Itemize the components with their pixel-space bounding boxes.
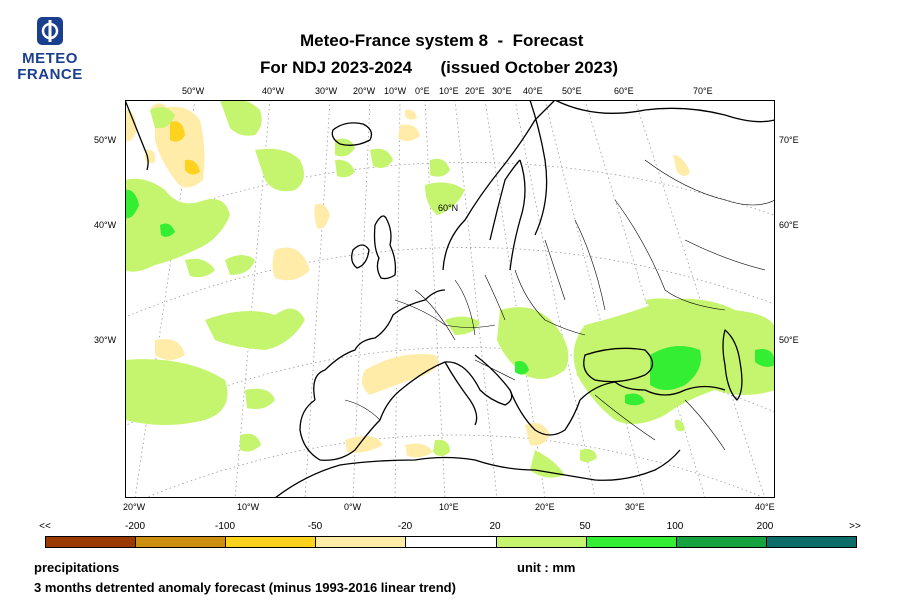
latitude-label-60n: 60°N bbox=[438, 203, 459, 213]
colorbar bbox=[45, 536, 857, 548]
bottom-label-20e: 20°E bbox=[535, 502, 555, 512]
colorbar-segment-5 bbox=[496, 537, 587, 547]
top-label-30w: 30°W bbox=[315, 86, 338, 96]
colorbar-tick-3: -50 bbox=[307, 521, 323, 532]
top-label-30e: 30°E bbox=[492, 86, 512, 96]
top-label-40e: 40°E bbox=[523, 86, 543, 96]
map-canvas bbox=[125, 100, 775, 498]
colorbar-segment-1 bbox=[136, 537, 227, 547]
chart-title: Meteo-France system 8 - Forecast bbox=[300, 31, 584, 50]
bottom-label-40e: 40°E bbox=[755, 502, 775, 512]
variable-label: precipitations bbox=[34, 560, 120, 575]
meteo-france-emblem-icon bbox=[37, 17, 63, 45]
left-label-40w: 40°W bbox=[94, 220, 117, 230]
right-label-50e: 50°E bbox=[779, 335, 799, 345]
country-borders bbox=[344, 159, 775, 451]
chart-subtitle: For NDJ 2023-2024 (issued October 2023) bbox=[260, 58, 619, 77]
colorbar-segment-2 bbox=[226, 537, 317, 547]
top-label-20e: 20°E bbox=[465, 86, 485, 96]
top-label-50e: 50°E bbox=[562, 86, 582, 96]
colorbar-tick-6: 50 bbox=[579, 521, 591, 532]
bottom-label-20w: 20°W bbox=[123, 502, 146, 512]
negative-anomaly-areas bbox=[125, 103, 690, 458]
colorbar-segment-0 bbox=[46, 537, 137, 547]
colorbar-segment-6 bbox=[586, 537, 677, 547]
top-label-10w: 10°W bbox=[384, 86, 407, 96]
left-label-30w: 30°W bbox=[94, 335, 117, 345]
top-label-0e: 0°E bbox=[415, 86, 430, 96]
colorbar-tick-5: 20 bbox=[489, 521, 501, 532]
right-label-60e: 60°E bbox=[779, 220, 799, 230]
top-label-40w: 40°W bbox=[262, 86, 285, 96]
bottom-label-10e: 10°E bbox=[439, 502, 459, 512]
colorbar-tick-2: -100 bbox=[214, 521, 236, 532]
top-label-70e: 70°E bbox=[693, 86, 713, 96]
top-label-60e: 60°E bbox=[614, 86, 634, 96]
positive-anomaly-areas bbox=[125, 100, 775, 478]
colorbar-segment-8 bbox=[766, 537, 856, 547]
top-label-10e: 10°E bbox=[439, 86, 459, 96]
colorbar-tick-7: 100 bbox=[666, 521, 684, 532]
colorbar-tick-8: 200 bbox=[756, 521, 774, 532]
meteo-france-logo: METEO FRANCE bbox=[14, 16, 86, 84]
logo-text-france: FRANCE bbox=[17, 66, 83, 83]
right-label-70e: 70°E bbox=[779, 135, 799, 145]
colorbar-tick-0: << bbox=[39, 521, 51, 532]
top-label-20w: 20°W bbox=[353, 86, 376, 96]
colorbar-tick-4: -20 bbox=[397, 521, 413, 532]
left-label-50w: 50°W bbox=[94, 135, 117, 145]
coastlines bbox=[125, 100, 775, 498]
description-label: 3 months detrented anomaly forecast (min… bbox=[34, 580, 456, 595]
bottom-label-30e: 30°E bbox=[625, 502, 645, 512]
colorbar-segment-3 bbox=[316, 537, 407, 547]
forecast-map: 50°W 40°W 30°W 20°W 10°W 0°E 10°E 20°E 3… bbox=[94, 86, 799, 512]
bottom-label-0w: 0°W bbox=[344, 502, 362, 512]
bottom-label-10w: 10°W bbox=[237, 502, 260, 512]
colorbar-segment-7 bbox=[676, 537, 767, 547]
logo-text-meteo: METEO bbox=[22, 50, 78, 67]
colorbar-segment-4 bbox=[406, 537, 497, 547]
colorbar-tick-1: -200 bbox=[124, 521, 146, 532]
colorbar-tick-9: >> bbox=[849, 521, 861, 532]
unit-label: unit : mm bbox=[517, 560, 576, 575]
top-label-50w: 50°W bbox=[182, 86, 205, 96]
